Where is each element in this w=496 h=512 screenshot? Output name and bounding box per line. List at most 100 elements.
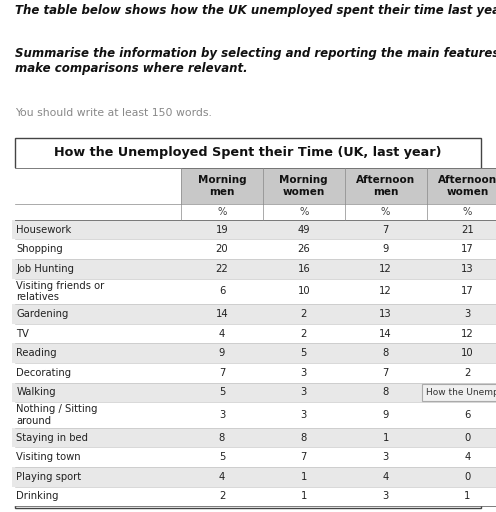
Bar: [12, 304, 181, 324]
Bar: [12, 363, 181, 382]
Text: Staying in bed: Staying in bed: [16, 433, 88, 442]
Bar: [12, 204, 181, 220]
Text: 7: 7: [301, 452, 307, 462]
Bar: [181, 168, 263, 204]
Bar: [12, 168, 181, 204]
Bar: [263, 259, 345, 279]
Bar: [345, 220, 427, 240]
Bar: [427, 344, 496, 363]
Text: 2: 2: [301, 309, 307, 319]
Bar: [427, 428, 496, 447]
Bar: [12, 344, 181, 363]
Bar: [12, 428, 181, 447]
Text: %: %: [217, 207, 227, 217]
Bar: [181, 204, 263, 220]
Text: 14: 14: [379, 329, 392, 338]
Bar: [12, 220, 181, 240]
Text: 3: 3: [301, 410, 307, 420]
Bar: [263, 486, 345, 506]
Bar: [181, 344, 263, 363]
Bar: [345, 168, 427, 204]
Text: 5: 5: [219, 452, 225, 462]
Bar: [12, 402, 181, 428]
Text: TV: TV: [16, 329, 29, 338]
Text: 13: 13: [379, 309, 392, 319]
Bar: [263, 428, 345, 447]
Bar: [427, 279, 496, 304]
Text: 4: 4: [464, 452, 471, 462]
Bar: [12, 324, 181, 344]
Text: 1: 1: [301, 472, 307, 482]
Text: 8: 8: [382, 388, 389, 397]
Bar: [263, 324, 345, 344]
Bar: [12, 279, 181, 304]
Text: 19: 19: [216, 225, 228, 234]
Bar: [181, 428, 263, 447]
Text: You should write at least 150 words.: You should write at least 150 words.: [15, 109, 212, 118]
Text: 8: 8: [301, 433, 307, 442]
Bar: [263, 220, 345, 240]
Bar: [263, 382, 345, 402]
Bar: [263, 168, 345, 204]
Text: 17: 17: [461, 244, 474, 254]
Text: Decorating: Decorating: [16, 368, 71, 378]
Text: 7: 7: [382, 225, 389, 234]
Bar: [345, 279, 427, 304]
Text: 2: 2: [301, 329, 307, 338]
Text: 9: 9: [382, 244, 389, 254]
Text: 16: 16: [298, 264, 310, 274]
Bar: [181, 240, 263, 259]
Bar: [263, 240, 345, 259]
Text: 20: 20: [216, 244, 228, 254]
Text: 13: 13: [461, 264, 474, 274]
Text: %: %: [299, 207, 309, 217]
Bar: [181, 259, 263, 279]
Bar: [427, 402, 496, 428]
Bar: [427, 259, 496, 279]
Text: Summarise the information by selecting and reporting the main features, and
make: Summarise the information by selecting a…: [15, 47, 496, 75]
Text: 6: 6: [219, 286, 225, 296]
Text: Reading: Reading: [16, 348, 57, 358]
Text: Playing sport: Playing sport: [16, 472, 81, 482]
Text: 12: 12: [461, 329, 474, 338]
Bar: [181, 324, 263, 344]
Bar: [181, 304, 263, 324]
Text: 12: 12: [379, 264, 392, 274]
Bar: [427, 240, 496, 259]
Text: 21: 21: [461, 225, 474, 234]
Text: 1: 1: [301, 492, 307, 501]
Bar: [345, 240, 427, 259]
Text: 7: 7: [382, 368, 389, 378]
Text: 3: 3: [382, 492, 389, 501]
Text: Morning
women: Morning women: [279, 175, 328, 197]
Text: Morning
men: Morning men: [197, 175, 247, 197]
Bar: [345, 447, 427, 467]
Text: 3: 3: [301, 388, 307, 397]
Text: 12: 12: [379, 286, 392, 296]
Bar: [345, 204, 427, 220]
Bar: [263, 447, 345, 467]
Text: Drinking: Drinking: [16, 492, 59, 501]
Bar: [263, 304, 345, 324]
Bar: [12, 240, 181, 259]
Text: 8: 8: [382, 348, 389, 358]
Text: Gardening: Gardening: [16, 309, 69, 319]
Text: 5: 5: [301, 348, 307, 358]
Text: %: %: [381, 207, 390, 217]
Bar: [345, 304, 427, 324]
Text: Visiting friends or
relatives: Visiting friends or relatives: [16, 281, 105, 302]
Bar: [427, 447, 496, 467]
Bar: [427, 168, 496, 204]
Text: 1: 1: [464, 492, 471, 501]
Text: %: %: [463, 207, 472, 217]
Bar: [345, 344, 427, 363]
Text: 2: 2: [464, 368, 471, 378]
Bar: [12, 382, 181, 402]
Text: 2: 2: [219, 492, 225, 501]
Bar: [263, 467, 345, 486]
Text: Afternoon
men: Afternoon men: [356, 175, 415, 197]
Bar: [345, 259, 427, 279]
Text: 8: 8: [219, 433, 225, 442]
Bar: [427, 486, 496, 506]
Text: 5: 5: [219, 388, 225, 397]
